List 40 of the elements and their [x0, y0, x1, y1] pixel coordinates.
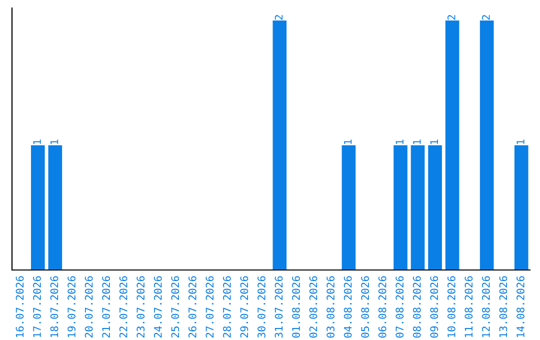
x-tick-label: 21.07.2026 [102, 276, 110, 338]
x-tick-label: 04.08.2026 [344, 276, 352, 338]
x-tick-label: 08.08.2026 [412, 276, 421, 338]
x-tick-label: 22.07.2026 [119, 276, 128, 338]
x-tick-label: 26.07.2026 [188, 276, 196, 338]
x-tick-label: 02.08.2026 [309, 276, 318, 338]
data-label: 1 [396, 140, 404, 144]
x-tick-label: 09.08.2026 [430, 276, 438, 338]
x-tick-label: 01.08.2026 [292, 276, 300, 338]
data-label: 1 [430, 140, 438, 144]
x-tick-label: 30.07.2026 [258, 276, 266, 338]
x-tick-label: 17.07.2026 [33, 276, 41, 338]
x-tick-label: 12.08.2026 [482, 276, 490, 338]
x-tick-label: 06.08.2026 [378, 276, 386, 338]
x-tick-label: 05.08.2026 [361, 276, 370, 338]
x-tick-label: 18.07.2026 [50, 276, 58, 338]
x-tick-label: 28.07.2026 [223, 276, 231, 338]
x-tick-label: 14.08.2026 [516, 276, 524, 338]
x-tick-label: 23.07.2026 [136, 276, 145, 338]
x-tick-label: 24.07.2026 [154, 276, 162, 338]
data-label: 2 [482, 15, 490, 20]
data-label: 1 [50, 140, 58, 144]
x-tick-label: 29.07.2026 [240, 276, 248, 338]
x-tick-label: 13.08.2026 [499, 276, 508, 338]
data-label: 1 [344, 140, 352, 144]
data-label: 2 [447, 15, 456, 20]
data-label: 1 [413, 140, 421, 144]
x-tick-label: 11.08.2026 [464, 276, 473, 338]
data-label: 2 [274, 15, 283, 20]
x-tick-label: 03.08.2026 [326, 276, 334, 338]
x-tick-label: 07.08.2026 [396, 276, 404, 338]
x-tick-label: 25.07.2026 [171, 276, 180, 338]
x-tick-label: 31.07.2026 [274, 276, 283, 338]
x-tick-label: 16.07.2026 [16, 276, 24, 338]
x-tick-label: 10.08.2026 [447, 276, 456, 338]
x-tick-label: 20.07.2026 [84, 276, 93, 338]
data-label: 1 [516, 140, 524, 144]
data-label: 1 [33, 140, 41, 144]
x-tick-label: 19.07.2026 [68, 276, 76, 338]
x-tick-label: 27.07.2026 [206, 276, 214, 338]
